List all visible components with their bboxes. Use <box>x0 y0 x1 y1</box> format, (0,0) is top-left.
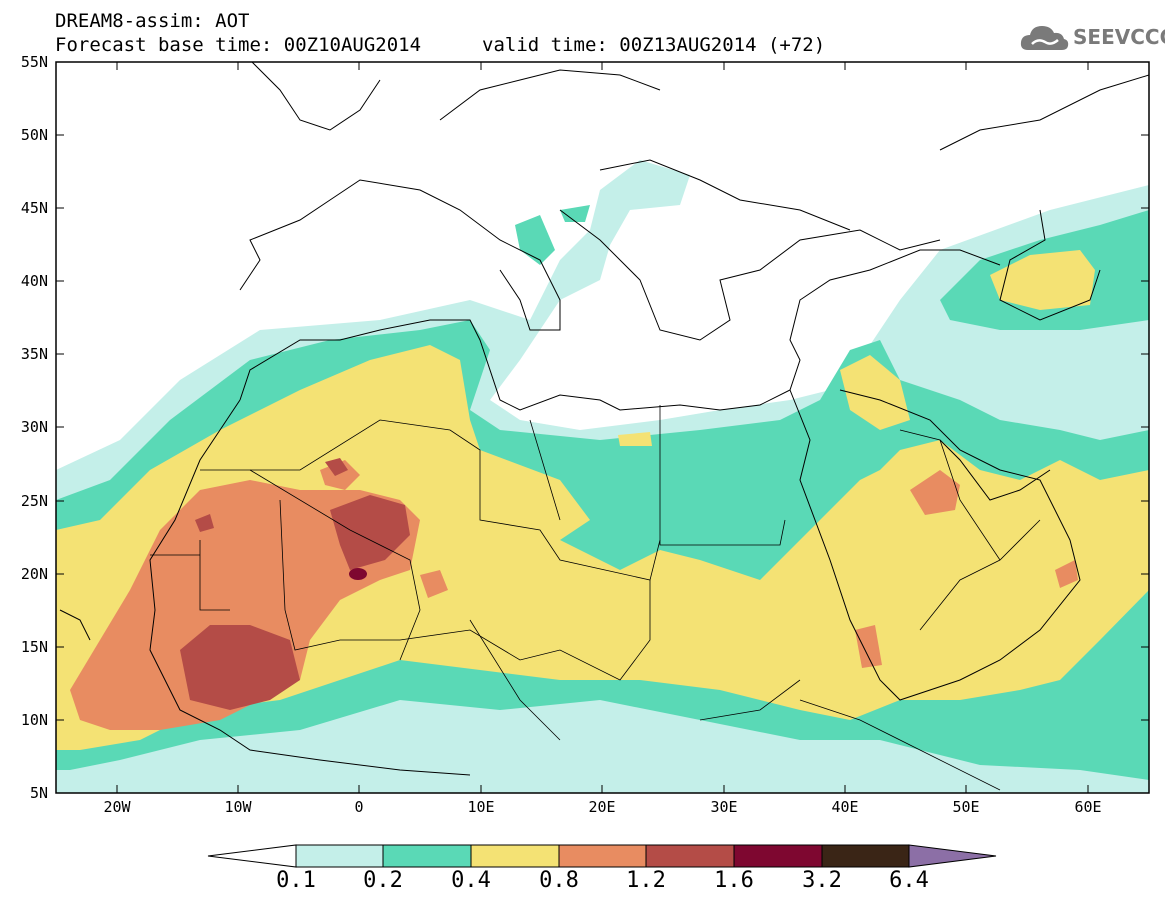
lon-ticks <box>116 62 1089 793</box>
colorbar-bin-4 <box>645 844 735 868</box>
aot-field <box>56 160 1149 793</box>
colorbar-label: 0.8 <box>539 868 579 893</box>
lon-label: 50E <box>952 798 979 816</box>
lon-label: 10E <box>467 798 494 816</box>
valid-time: valid time: 00Z13AUG2014 (+72) <box>482 34 826 56</box>
colorbar-label: 0.2 <box>363 868 403 893</box>
lat-label: 45N <box>21 199 48 217</box>
colorbar-label: 1.6 <box>714 868 754 893</box>
colorbar-bin-2 <box>470 844 560 868</box>
colorbar-bin-1 <box>382 844 472 868</box>
cloud-icon <box>1020 26 1069 50</box>
lat-label: 55N <box>21 53 48 71</box>
lon-label: 30E <box>710 798 737 816</box>
lon-label: 40E <box>831 798 858 816</box>
colorbar-bin-0 <box>295 844 384 868</box>
coastlines <box>59 62 1149 776</box>
colorbar <box>207 844 997 868</box>
lat-label: 25N <box>21 492 48 510</box>
lon-label: 0 <box>354 798 363 816</box>
borders <box>150 405 1041 791</box>
lat-label: 50N <box>21 126 48 144</box>
logo-text: SEEVCCC <box>1073 25 1165 49</box>
colorbar-below-triangle <box>207 844 297 868</box>
colorbar-above-triangle <box>908 844 997 868</box>
lon-label: 60E <box>1074 798 1101 816</box>
lon-labels: 20W 10W 0 10E 20E 30E 40E 50E 60E <box>103 798 1101 816</box>
lat-label: 30N <box>21 418 48 436</box>
seevccc-logo: SEEVCCC <box>1018 20 1165 56</box>
lat-label: 5N <box>30 784 48 802</box>
colorbar-bin-6 <box>821 844 910 868</box>
lat-label: 15N <box>21 638 48 656</box>
colorbar-bin-3 <box>558 844 647 868</box>
lat-label: 10N <box>21 711 48 729</box>
lat-label: 40N <box>21 272 48 290</box>
lat-ticks <box>56 61 1149 721</box>
lat-label: 20N <box>21 565 48 583</box>
colorbar-bin-5 <box>733 844 823 868</box>
base-time: Forecast base time: 00Z10AUG2014 <box>55 34 422 56</box>
colorbar-label: 0.4 <box>451 868 491 893</box>
colorbar-label: 1.2 <box>626 868 666 893</box>
lon-label: 20W <box>103 798 131 816</box>
lon-label: 20E <box>588 798 615 816</box>
time-info: Forecast base time: 00Z10AUG2014 valid ti… <box>55 34 825 56</box>
lon-label: 10W <box>224 798 252 816</box>
map-title: DREAM8-assim: AOT <box>55 10 250 32</box>
colorbar-label: 6.4 <box>889 868 929 893</box>
colorbar-label: 3.2 <box>802 868 842 893</box>
lat-labels: 55N 50N 45N 40N 35N 30N 25N 20N 15N 10N … <box>21 53 48 802</box>
colorbar-label: 0.1 <box>276 868 316 893</box>
lat-label: 35N <box>21 345 48 363</box>
